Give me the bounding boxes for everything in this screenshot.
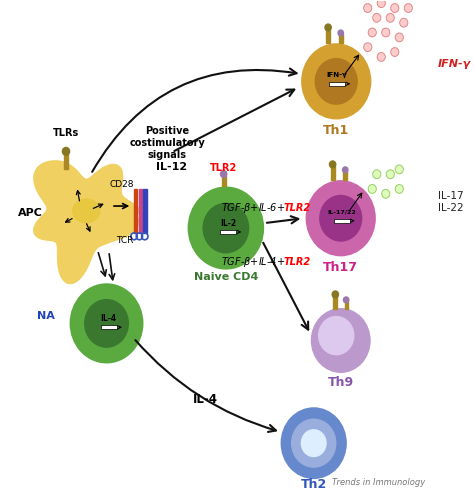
Circle shape xyxy=(382,189,390,198)
Text: TLR2: TLR2 xyxy=(283,204,310,213)
Text: Trends in Immunology: Trends in Immunology xyxy=(332,478,426,487)
Text: APC: APC xyxy=(18,209,42,218)
Circle shape xyxy=(386,13,394,22)
Circle shape xyxy=(395,165,403,174)
Circle shape xyxy=(344,297,349,303)
Circle shape xyxy=(343,167,348,173)
Bar xyxy=(101,325,117,329)
Circle shape xyxy=(391,3,399,12)
Bar xyxy=(222,176,226,186)
Bar xyxy=(138,189,142,233)
Circle shape xyxy=(338,30,344,36)
Text: TGF-$\beta$+IL-4+: TGF-$\beta$+IL-4+ xyxy=(221,255,285,269)
Circle shape xyxy=(301,430,326,457)
Bar xyxy=(333,296,337,309)
Circle shape xyxy=(281,408,346,478)
Bar xyxy=(144,189,147,233)
Text: Th9: Th9 xyxy=(328,376,354,388)
Circle shape xyxy=(332,291,338,298)
Circle shape xyxy=(404,3,412,12)
Circle shape xyxy=(382,28,390,37)
Bar xyxy=(326,30,330,43)
Circle shape xyxy=(292,419,336,467)
Circle shape xyxy=(70,283,144,363)
Circle shape xyxy=(395,184,403,193)
Circle shape xyxy=(311,309,370,372)
Bar xyxy=(134,189,137,233)
Text: Naive CD4: Naive CD4 xyxy=(194,272,258,282)
Circle shape xyxy=(188,186,264,270)
Bar xyxy=(345,301,348,309)
Text: IFN-γ: IFN-γ xyxy=(438,59,471,69)
Bar xyxy=(344,172,347,180)
Circle shape xyxy=(306,180,376,256)
Circle shape xyxy=(386,170,394,178)
Text: IL-17/22: IL-17/22 xyxy=(327,210,356,214)
Text: Th1: Th1 xyxy=(323,124,349,137)
Text: TLR2: TLR2 xyxy=(210,163,237,173)
Bar xyxy=(220,230,236,234)
Circle shape xyxy=(377,0,385,7)
Text: Positive
costimulatory
signals: Positive costimulatory signals xyxy=(129,126,205,160)
Circle shape xyxy=(301,43,371,119)
Ellipse shape xyxy=(73,199,100,223)
Circle shape xyxy=(202,203,249,253)
Bar xyxy=(334,219,349,223)
Circle shape xyxy=(84,299,129,348)
Text: TCR: TCR xyxy=(116,236,134,245)
Text: CD28: CD28 xyxy=(109,179,134,188)
Text: TLR2: TLR2 xyxy=(283,257,310,267)
Circle shape xyxy=(400,18,408,27)
Text: IL-4: IL-4 xyxy=(193,392,218,406)
Circle shape xyxy=(368,28,376,37)
Bar xyxy=(329,82,345,86)
Circle shape xyxy=(319,195,362,242)
Bar xyxy=(330,167,335,180)
Circle shape xyxy=(315,58,358,105)
Circle shape xyxy=(63,147,70,155)
Circle shape xyxy=(220,171,227,177)
Text: IL-4: IL-4 xyxy=(100,314,117,323)
Text: IFN-γ: IFN-γ xyxy=(327,72,347,78)
Text: TLRs: TLRs xyxy=(53,128,79,138)
Circle shape xyxy=(325,24,331,31)
Circle shape xyxy=(329,161,336,168)
Circle shape xyxy=(373,170,381,178)
Text: Th2: Th2 xyxy=(301,478,327,491)
Text: NA: NA xyxy=(37,311,55,321)
Bar xyxy=(64,154,68,170)
Circle shape xyxy=(319,317,354,354)
Text: IL-17: IL-17 xyxy=(438,191,463,201)
Bar xyxy=(339,35,343,43)
Polygon shape xyxy=(34,161,142,283)
Text: Th17: Th17 xyxy=(323,261,358,274)
Circle shape xyxy=(377,53,385,61)
Text: TGF-$\beta$+IL-6+: TGF-$\beta$+IL-6+ xyxy=(221,202,285,215)
Circle shape xyxy=(373,13,381,22)
Text: IL-12: IL-12 xyxy=(156,162,187,172)
Circle shape xyxy=(395,33,403,42)
Circle shape xyxy=(364,3,372,12)
Text: IL-2: IL-2 xyxy=(220,219,236,228)
Circle shape xyxy=(391,48,399,56)
Text: IL-22: IL-22 xyxy=(438,204,463,213)
Circle shape xyxy=(368,184,376,193)
Circle shape xyxy=(364,43,372,52)
